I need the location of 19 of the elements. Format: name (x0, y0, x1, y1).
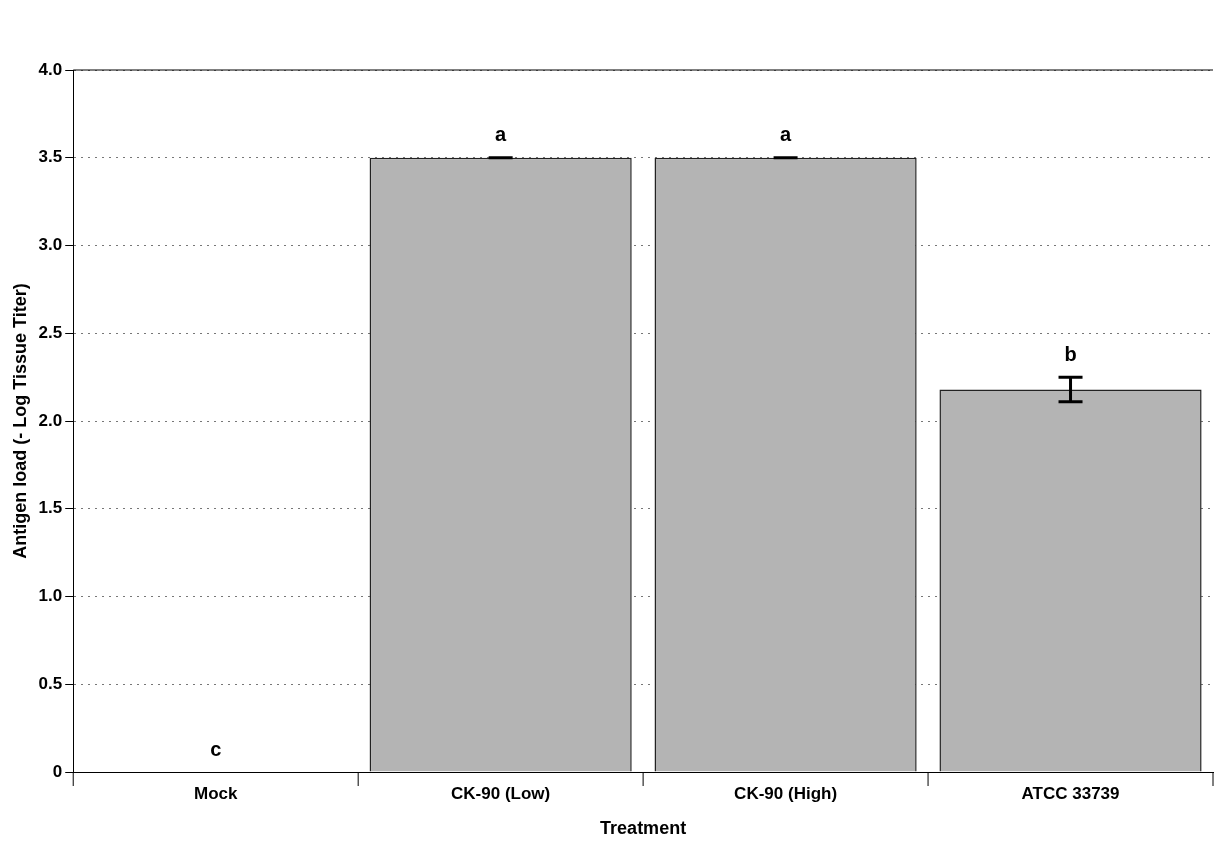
x-tick-label: Mock (193, 783, 238, 803)
x-axis-title: Treatment (600, 818, 687, 839)
y-tick-label: 0 (52, 761, 63, 781)
y-tick-label: 3.5 (38, 147, 63, 167)
y-tick-label: 2.0 (38, 410, 63, 430)
x-tick-label: ATCC 33739 (1021, 783, 1120, 803)
x-tick-label: CK-90 (Low) (451, 783, 551, 803)
y-tick-label: 1.5 (38, 498, 63, 518)
y-tick-label: 4.0 (38, 59, 63, 79)
y-tick-label: 3.0 (38, 235, 63, 255)
annotation: b (1064, 342, 1077, 365)
y-tick-label: 1.0 (38, 586, 63, 606)
x-tick-label: CK-90 (High) (734, 783, 838, 803)
annotation: a (495, 123, 508, 146)
y-axis-title: Antigen load (- Log Tissue Titer) (9, 283, 30, 559)
annotation: a (780, 123, 793, 146)
y-tick-label: 2.5 (38, 322, 63, 342)
y-tick-label: 0.5 (38, 673, 63, 693)
annotation: c (210, 737, 222, 760)
